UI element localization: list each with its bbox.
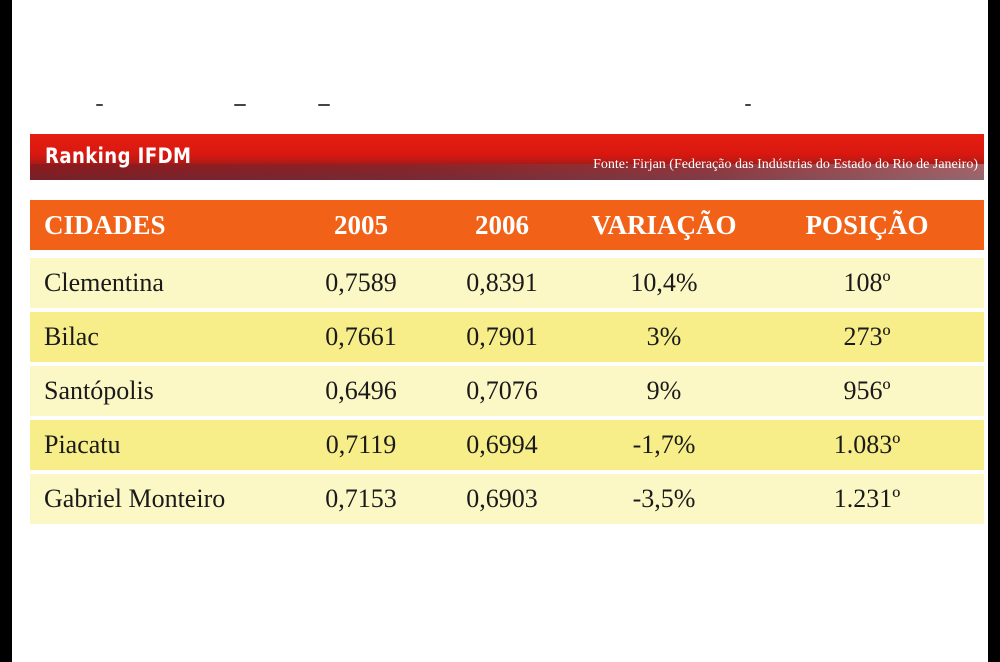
cell-2006: 0,6903 <box>466 484 538 513</box>
cell-variation: 10,4% <box>630 268 698 297</box>
cell-variation: 9% <box>646 376 682 405</box>
cell-2005: 0,7661 <box>325 322 397 351</box>
table-row: Santópolis 0,6496 0,7076 9% 956º <box>30 366 984 416</box>
header-posicao: POSIÇÃO <box>805 209 929 240</box>
table-row: Bilac 0,7661 0,7901 3% 273º <box>30 312 984 362</box>
scan-mark <box>96 104 103 106</box>
cell-variation: 3% <box>646 322 682 351</box>
table-row: Piacatu 0,7119 0,6994 -1,7% 1.083º <box>30 420 984 470</box>
ranking-title: Ranking IFDM <box>45 144 192 168</box>
scan-mark <box>318 104 330 106</box>
cell-city: Gabriel Monteiro <box>44 484 226 513</box>
cell-variation: -1,7% <box>632 430 696 459</box>
title-bar: Ranking IFDM Fonte: Firjan (Federação da… <box>30 134 984 180</box>
cell-city: Piacatu <box>44 430 121 459</box>
cell-position: 1.231º <box>833 484 901 513</box>
table-header: CIDADES 2005 2006 VARIAÇÃO POSIÇÃO <box>30 200 984 250</box>
slide: Ranking IFDM Fonte: Firjan (Federação da… <box>12 0 988 662</box>
cell-2005: 0,7589 <box>325 268 397 297</box>
cell-variation: -3,5% <box>632 484 696 513</box>
header-2005: 2005 <box>334 209 388 240</box>
cell-city: Santópolis <box>44 376 154 405</box>
table-row: Gabriel Monteiro 0,7153 0,6903 -3,5% 1.2… <box>30 474 984 524</box>
cell-2006: 0,6994 <box>466 430 538 459</box>
cell-2006: 0,7076 <box>466 376 538 405</box>
cell-city: Bilac <box>44 322 99 351</box>
header-cidades: CIDADES <box>44 209 166 240</box>
cell-2006: 0,8391 <box>466 268 538 297</box>
cell-2005: 0,6496 <box>325 376 397 405</box>
cell-city: Clementina <box>44 268 164 297</box>
scan-mark <box>234 104 246 106</box>
scan-mark <box>745 104 751 106</box>
ranking-table: CIDADES 2005 2006 VARIAÇÃO POSIÇÃO Cleme… <box>30 200 984 528</box>
cell-position: 1.083º <box>833 430 901 459</box>
cell-2006: 0,7901 <box>466 322 538 351</box>
table-row: Clementina 0,7589 0,8391 10,4% 108º <box>30 258 984 308</box>
cell-position: 956º <box>843 376 891 405</box>
source-note: Fonte: Firjan (Federação das Indústrias … <box>593 157 978 172</box>
cell-position: 108º <box>843 268 891 297</box>
cell-2005: 0,7119 <box>325 430 397 459</box>
header-variacao: VARIAÇÃO <box>591 209 737 240</box>
cell-2005: 0,7153 <box>325 484 397 513</box>
header-2006: 2006 <box>475 209 529 240</box>
cell-position: 273º <box>843 322 891 351</box>
